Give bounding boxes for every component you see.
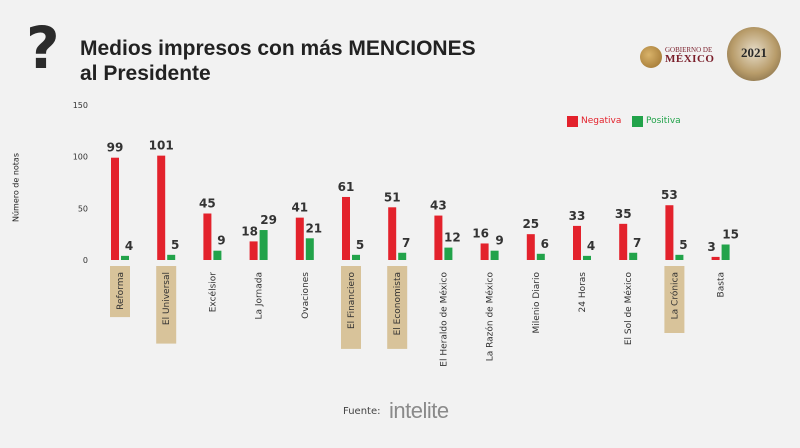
bar-positiva bbox=[305, 238, 314, 260]
data-label-negativa: 41 bbox=[291, 201, 308, 215]
gob-logo-small-text: GOBIERNO DE bbox=[665, 46, 713, 54]
intelite-logo: intelite bbox=[389, 398, 449, 423]
bar-positiva bbox=[398, 252, 407, 260]
bar-positiva bbox=[536, 253, 545, 260]
category-label: Basta bbox=[717, 272, 727, 297]
anniversary-seal-logo: 2021 bbox=[727, 27, 781, 81]
data-label-positiva: 7 bbox=[402, 236, 410, 250]
data-label-negativa: 3 bbox=[707, 240, 715, 254]
data-label-positiva: 9 bbox=[217, 234, 225, 248]
data-label-positiva: 5 bbox=[356, 238, 364, 252]
category-label: 24 Horas bbox=[578, 272, 588, 313]
bar-negativa bbox=[157, 155, 166, 260]
category-label: La Crónica bbox=[669, 272, 680, 319]
bar-negativa bbox=[711, 256, 720, 260]
bar-negativa bbox=[434, 215, 443, 260]
gob-logo-big-text: MÉXICO bbox=[665, 53, 715, 65]
data-label-positiva: 7 bbox=[633, 236, 641, 250]
category-label: Reforma bbox=[116, 272, 126, 310]
bar-negativa bbox=[665, 205, 674, 260]
data-label-positiva: 15 bbox=[722, 228, 739, 242]
bar-positiva bbox=[721, 244, 730, 260]
bar-positiva bbox=[259, 230, 268, 260]
y-tick-label: 150 bbox=[73, 101, 88, 110]
category-label: El Financiero bbox=[347, 272, 357, 329]
bar-negativa bbox=[388, 207, 397, 260]
data-label-negativa: 51 bbox=[384, 190, 401, 204]
data-label-positiva: 29 bbox=[260, 213, 277, 227]
bar-negativa bbox=[295, 217, 304, 260]
bar-positiva bbox=[121, 255, 129, 260]
bar-positiva bbox=[675, 254, 684, 260]
category-label: Milenio Diario bbox=[532, 272, 542, 334]
y-tick-label: 100 bbox=[73, 153, 88, 162]
data-label-negativa: 99 bbox=[107, 141, 124, 155]
data-label-positiva: 5 bbox=[679, 238, 687, 252]
category-highlight bbox=[387, 266, 408, 349]
bar-negativa bbox=[342, 196, 350, 260]
data-label-positiva: 5 bbox=[171, 238, 179, 252]
bar-positiva bbox=[213, 250, 222, 260]
gobierno-de-mexico-logo: GOBIERNO DE MÉXICO bbox=[640, 44, 718, 72]
data-label-negativa: 33 bbox=[569, 209, 586, 223]
category-label: El Economista bbox=[393, 272, 403, 335]
bar-negativa bbox=[526, 234, 535, 260]
data-label-negativa: 53 bbox=[661, 188, 678, 202]
category-highlight bbox=[341, 266, 361, 349]
category-label: El Heraldo de México bbox=[438, 272, 449, 367]
bar-negativa bbox=[573, 225, 581, 260]
category-label: El Universal bbox=[162, 272, 172, 325]
title-line-1: Medios impresos con más MENCIONES bbox=[80, 37, 476, 60]
bar-negativa bbox=[111, 157, 119, 260]
category-label: Ovaciones bbox=[301, 272, 311, 319]
category-label: El Sol de México bbox=[623, 272, 634, 346]
data-label-positiva: 9 bbox=[495, 234, 503, 248]
seal-year: 2021 bbox=[741, 45, 767, 60]
data-label-negativa: 16 bbox=[472, 226, 489, 240]
data-label-negativa: 61 bbox=[338, 180, 355, 194]
data-label-negativa: 43 bbox=[430, 199, 447, 213]
bar-negativa bbox=[249, 241, 258, 260]
data-label-positiva: 12 bbox=[444, 231, 461, 245]
bar-positiva bbox=[629, 252, 638, 260]
page-title: Medios impresos con más MENCIONES al Pre… bbox=[80, 36, 476, 86]
bar-positiva bbox=[490, 250, 499, 260]
source-label: Fuente: bbox=[343, 406, 381, 417]
category-label: La Jornada bbox=[255, 272, 265, 320]
data-label-negativa: 35 bbox=[615, 207, 632, 221]
legend-swatch-positiva bbox=[632, 116, 643, 127]
title-line-2: al Presidente bbox=[80, 62, 211, 85]
data-label-negativa: 45 bbox=[199, 197, 216, 211]
bar-positiva bbox=[167, 254, 176, 260]
y-tick-label: 0 bbox=[83, 256, 88, 265]
bar-negativa bbox=[480, 243, 489, 260]
data-label-negativa: 25 bbox=[522, 217, 539, 231]
y-tick-label: 50 bbox=[78, 204, 88, 213]
category-highlight bbox=[664, 266, 685, 333]
bar-positiva bbox=[583, 255, 591, 260]
legend-swatch-negativa bbox=[567, 116, 578, 127]
legend-label-negativa: Negativa bbox=[581, 116, 622, 126]
bar-positiva bbox=[444, 247, 453, 260]
category-highlight bbox=[110, 266, 130, 318]
data-label-positiva: 4 bbox=[125, 239, 133, 253]
data-label-negativa: 101 bbox=[149, 139, 174, 153]
data-label-positiva: 6 bbox=[541, 237, 549, 251]
category-highlight bbox=[156, 266, 177, 344]
bar-positiva bbox=[352, 254, 360, 260]
data-label-negativa: 18 bbox=[241, 224, 258, 238]
eagle-emblem-icon bbox=[640, 46, 662, 68]
gob-logo-text: GOBIERNO DE MÉXICO bbox=[665, 46, 719, 65]
data-label-positiva: 4 bbox=[587, 239, 595, 253]
bar-negativa bbox=[619, 223, 628, 260]
question-mark-icon: ? bbox=[26, 14, 60, 82]
data-label-positiva: 21 bbox=[305, 221, 322, 235]
category-label: La Razón de México bbox=[485, 272, 496, 362]
category-label: Excélsior bbox=[207, 272, 218, 313]
bar-negativa bbox=[203, 213, 212, 260]
legend-label-positiva: Positiva bbox=[646, 116, 681, 126]
